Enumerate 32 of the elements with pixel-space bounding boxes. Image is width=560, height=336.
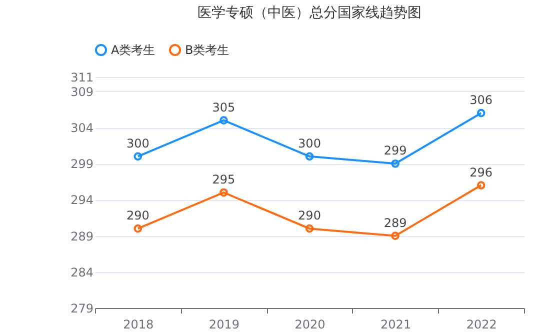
data-label: 295 (212, 172, 236, 186)
data-label: 300 (298, 136, 321, 150)
point (305, 224, 314, 233)
x-tick-label: 2018 (123, 318, 154, 332)
point (220, 188, 228, 197)
data-label: 290 (298, 208, 321, 223)
y-tick-label: 294 (70, 193, 94, 208)
point (391, 159, 400, 168)
y-tick-label: 289 (70, 229, 94, 244)
chart-title: 医学专硕（中医）总分国家线趋势图 (198, 5, 422, 21)
legend-label: B类考生 (185, 43, 230, 57)
y-tick-label: 279 (70, 302, 94, 316)
x-tick-label: 2020 (294, 318, 326, 332)
legend-label: A类考生 (111, 43, 156, 57)
x-tick-label: 2019 (208, 318, 240, 332)
data-label: 306 (470, 93, 493, 108)
y-tick-label: 299 (70, 157, 94, 172)
data-label: 305 (212, 100, 236, 114)
point (305, 152, 314, 161)
point (391, 232, 400, 240)
y-tick-label: 304 (70, 121, 94, 136)
data-label: 300 (126, 136, 150, 150)
x-tick-label: 2021 (380, 318, 412, 332)
data-label: 289 (384, 216, 407, 230)
y-tick-label: 311 (70, 70, 94, 84)
x-tick-label: 2022 (466, 318, 497, 332)
data-label: 290 (126, 208, 150, 223)
data-label: 296 (470, 165, 493, 180)
data-label: 299 (384, 144, 407, 158)
point (220, 116, 228, 124)
y-tick-label: 284 (70, 265, 94, 280)
y-tick-label: 309 (70, 84, 94, 99)
